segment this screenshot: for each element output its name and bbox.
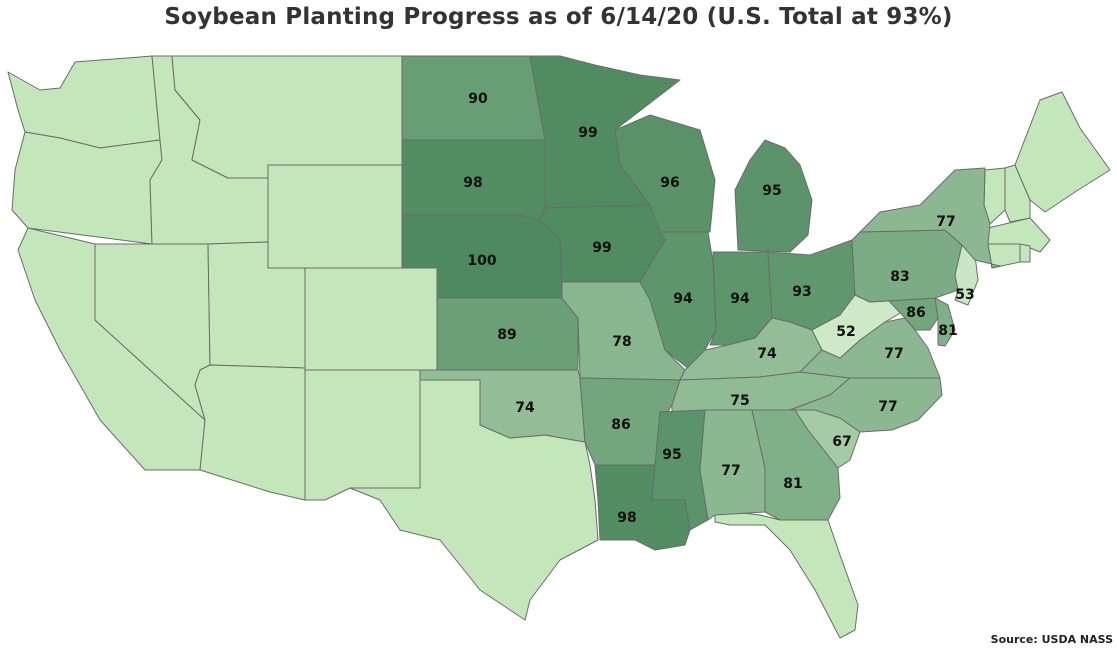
state-MI[interactable] [734,139,813,253]
value-label-AR: 86 [611,417,630,433]
value-label-WV: 52 [836,324,855,340]
state-OK[interactable] [419,369,586,443]
value-label-OK: 74 [515,400,535,416]
value-label-NC: 77 [878,399,897,415]
value-label-IL: 94 [673,291,693,307]
value-label-VA: 77 [884,346,903,362]
map-title: Soybean Planting Progress as of 6/14/20 … [164,4,953,30]
value-label-NJ: 53 [955,287,974,303]
state-CO[interactable] [304,267,438,371]
value-label-NE: 100 [467,253,496,269]
state-WY[interactable] [267,164,403,269]
value-label-SC: 67 [832,434,851,450]
value-label-IA: 99 [592,240,611,256]
value-label-MD: 86 [906,305,925,321]
value-label-IN: 94 [730,291,750,307]
state-WI[interactable] [614,114,716,233]
value-label-LA: 98 [617,510,636,526]
state-IL[interactable] [639,231,717,371]
source-note: Source: USDA NASS [990,633,1113,646]
value-label-PA: 83 [890,269,909,285]
value-label-MO: 78 [612,334,631,350]
value-label-TN: 75 [730,393,749,409]
value-label-KY: 74 [757,346,777,362]
value-label-AL: 77 [721,463,740,479]
state-FL[interactable] [714,509,859,639]
state-PA[interactable] [851,229,963,303]
value-label-ND: 90 [468,91,488,107]
value-label-OH: 93 [792,284,811,300]
value-label-MS: 95 [662,447,681,463]
state-AZ[interactable] [194,364,306,501]
state-NM[interactable] [304,369,421,501]
value-label-KS: 89 [497,327,516,343]
state-ME[interactable] [1014,91,1111,213]
state-NY[interactable] [859,167,1001,269]
value-label-DE: 81 [938,323,957,339]
state-DE[interactable] [934,297,956,347]
value-label-WI: 96 [660,175,679,191]
state-MT[interactable] [171,55,403,179]
value-label-GA: 81 [783,476,802,492]
value-label-MI: 95 [762,183,781,199]
value-label-MN: 99 [578,125,597,141]
state-NC[interactable] [789,377,943,433]
state-OR[interactable] [11,131,163,245]
state-KS[interactable] [436,297,579,371]
state-RI[interactable] [1019,243,1031,263]
value-label-NY: 77 [936,214,955,230]
value-label-SD: 98 [463,175,482,191]
